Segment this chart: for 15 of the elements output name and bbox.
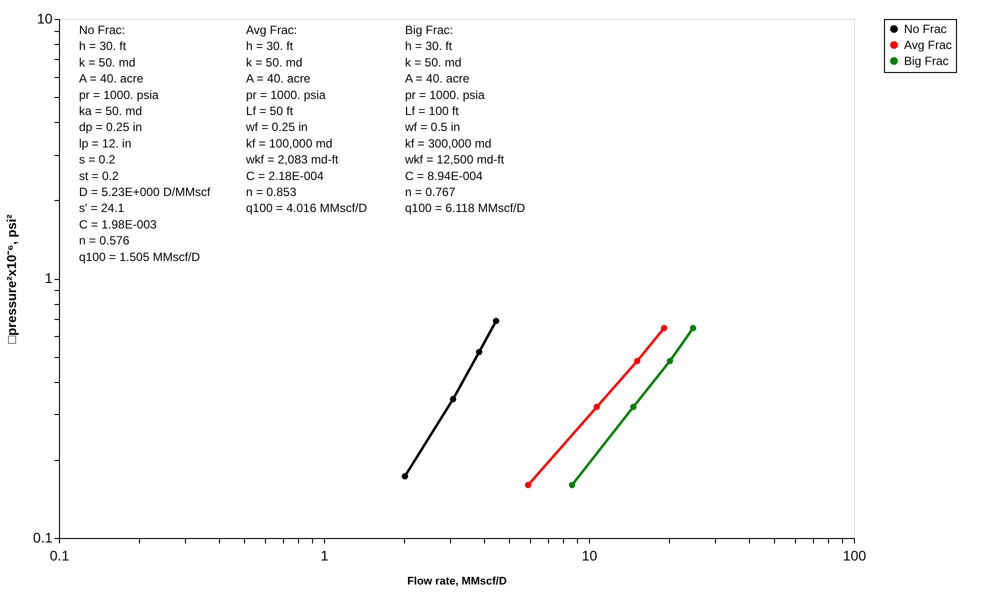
text: Big Frac: h = 30. ft k = 50. md A = 40. acre pr = 1000. psia Lf = 100 ft wf = 0.5 in kf = 300,000 md wkf = 12,500 md-ft C = 8.94E-004 n = 0.767 q100 = 6.118 MMscf/D — [405, 23, 526, 216]
x-tick-label: 1 — [320, 548, 329, 564]
x-axis-title: Flow rate, MMscf/D — [407, 576, 507, 588]
legend-label: No Frac — [904, 22, 947, 36]
x-tick-label: 0.1 — [50, 548, 70, 564]
y-tick-label: 0.1 — [33, 530, 53, 546]
text: Avg Frac: h = 30. ft k = 50. md A = 40. acre pr = 1000. psia Lf = 50 ft wf = 0.25 in kf = 100,000 md wkf = 2,083 md-ft C = 2.18E-004 n = 0.853 q100 = 4.016 MMscf/D — [246, 23, 368, 216]
x-tick-label: 100 — [842, 548, 866, 564]
y-tick-label: 1 — [44, 270, 53, 286]
y-tick-label: 10 — [36, 10, 53, 26]
y-axis-title: □pressure²x10⁻⁶, psi² — [4, 214, 20, 344]
legend-label: Big Frac — [904, 54, 949, 68]
text: No Frac: h = 30. ft k = 50. md A = 40. acre pr = 1000. psia ka = 50. md dp = 0.25 in lp = 12. in s = 0.2 st = 0.2 D = 5.23E+000 D/MMscf s' = 24.1 C = 1.98E-003 n = 0.576 q100 = 1.505 MMscf/D — [79, 23, 210, 264]
x-tick-label: 10 — [582, 548, 598, 564]
legend-label: Avg Frac — [904, 38, 952, 52]
